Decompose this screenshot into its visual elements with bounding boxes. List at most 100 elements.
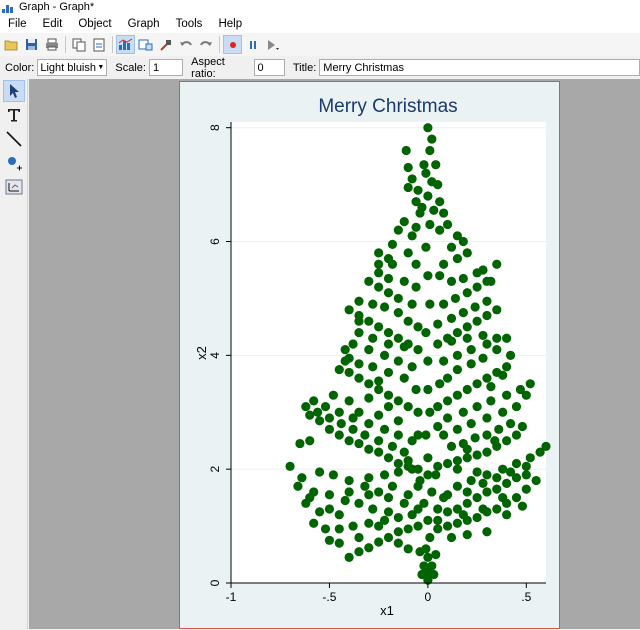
scatter-point[interactable] <box>521 484 531 494</box>
scatter-point[interactable] <box>466 419 476 429</box>
scatter-point[interactable] <box>354 547 364 557</box>
scatter-point[interactable] <box>492 345 502 355</box>
scatter-point[interactable] <box>364 393 374 403</box>
scatter-point[interactable] <box>379 350 390 360</box>
scatter-point[interactable] <box>511 473 522 483</box>
scatter-point[interactable] <box>374 447 384 457</box>
scatter-point[interactable] <box>334 364 344 375</box>
scatter-point[interactable] <box>431 470 441 480</box>
scatter-point[interactable] <box>452 327 463 338</box>
scatter-point[interactable] <box>413 464 423 474</box>
scatter-point[interactable] <box>383 288 394 298</box>
scatter-point[interactable] <box>446 313 457 323</box>
menu-file[interactable]: File <box>8 17 27 30</box>
scatter-point[interactable] <box>490 436 500 446</box>
scatter-point[interactable] <box>494 424 504 434</box>
scatter-point[interactable] <box>482 296 492 306</box>
scatter-point[interactable] <box>344 475 354 486</box>
scatter-point[interactable] <box>393 512 403 523</box>
x-axis-label[interactable]: x1 <box>380 603 394 618</box>
scatter-point[interactable] <box>505 467 516 477</box>
scatter-point[interactable] <box>354 316 364 326</box>
scatter-point[interactable] <box>379 424 390 434</box>
scatter-point[interactable] <box>360 481 370 491</box>
scatter-point[interactable] <box>442 507 453 517</box>
scatter-point[interactable] <box>399 498 409 508</box>
scatter-point[interactable] <box>472 316 482 326</box>
scatter-point[interactable] <box>423 384 433 395</box>
scatter-point[interactable] <box>314 507 325 517</box>
scatter-point[interactable] <box>368 299 378 309</box>
scatter-point[interactable] <box>433 504 443 514</box>
scatter-point[interactable] <box>393 430 403 440</box>
scatter-point[interactable] <box>502 390 512 400</box>
scatter-point[interactable] <box>379 515 390 525</box>
scatter-point[interactable] <box>364 345 374 355</box>
scatter-point[interactable] <box>462 530 472 540</box>
scatter-point[interactable] <box>324 535 335 545</box>
scatter-point[interactable] <box>348 521 358 531</box>
scatter-point[interactable] <box>431 160 441 170</box>
scatter-point[interactable] <box>344 487 354 497</box>
scatter-point[interactable] <box>452 253 463 264</box>
scatter-point[interactable] <box>328 390 338 400</box>
marker-icon[interactable] <box>3 152 25 174</box>
scatter-point[interactable] <box>344 436 354 446</box>
scatter-point[interactable] <box>462 453 472 463</box>
scatter-point[interactable] <box>334 407 344 417</box>
title-input[interactable]: Merry Christmas <box>319 59 640 76</box>
scatter-point[interactable] <box>462 288 472 298</box>
scatter-point[interactable] <box>285 461 295 471</box>
scatter-point[interactable] <box>383 253 394 264</box>
scatter-point[interactable] <box>407 436 417 446</box>
scatter-point[interactable] <box>383 532 394 543</box>
scatter-point[interactable] <box>442 219 453 230</box>
scatter-point[interactable] <box>364 316 374 326</box>
scatter-point[interactable] <box>442 413 453 423</box>
scatter-point[interactable] <box>433 515 443 525</box>
scatter-point[interactable] <box>435 379 445 389</box>
scatter-point[interactable] <box>401 145 411 156</box>
scatter-point[interactable] <box>486 396 496 406</box>
scatter-point[interactable] <box>498 407 508 417</box>
scatter-point[interactable] <box>492 484 502 494</box>
scatter-point[interactable] <box>399 373 409 383</box>
scatter-point[interactable] <box>470 302 480 312</box>
scatter-point[interactable] <box>387 481 398 491</box>
scatter-point[interactable] <box>413 430 423 440</box>
scatter-point[interactable] <box>360 430 370 440</box>
scatter-point[interactable] <box>423 552 433 562</box>
scatter-point[interactable] <box>411 197 421 207</box>
scatter-point[interactable] <box>433 401 443 412</box>
scatter-point[interactable] <box>452 504 463 514</box>
scatter-point[interactable] <box>374 282 384 292</box>
scatter-point[interactable] <box>482 310 492 321</box>
scatter-point[interactable] <box>427 177 437 187</box>
menu-help[interactable]: Help <box>218 17 243 30</box>
scatter-point[interactable] <box>334 510 344 520</box>
scatter-point[interactable] <box>429 569 439 580</box>
scatter-point[interactable] <box>348 339 358 349</box>
scatter-point[interactable] <box>364 444 374 454</box>
scatter-point[interactable] <box>364 490 374 500</box>
scatter-point[interactable] <box>511 430 522 440</box>
scatter-point[interactable] <box>387 441 398 452</box>
scatter-point[interactable] <box>417 569 427 580</box>
scatter-point[interactable] <box>364 276 374 286</box>
scatter-point[interactable] <box>368 362 378 372</box>
grid-edit-icon[interactable] <box>156 35 175 54</box>
scatter-point[interactable] <box>521 390 531 400</box>
scatter-point[interactable] <box>411 384 421 395</box>
scatter-point[interactable] <box>427 134 437 144</box>
scatter-point[interactable] <box>423 191 433 201</box>
scatter-point[interactable] <box>419 498 429 508</box>
play-icon[interactable] <box>263 35 282 54</box>
scatter-point[interactable] <box>407 299 417 309</box>
scatter-point[interactable] <box>427 487 437 497</box>
scatter-point[interactable] <box>521 470 531 480</box>
scatter-point[interactable] <box>423 453 433 463</box>
scatter-point[interactable] <box>387 239 398 249</box>
scatter-point[interactable] <box>403 490 413 500</box>
object-browser-icon[interactable] <box>136 35 155 54</box>
scatter-point[interactable] <box>446 532 457 543</box>
